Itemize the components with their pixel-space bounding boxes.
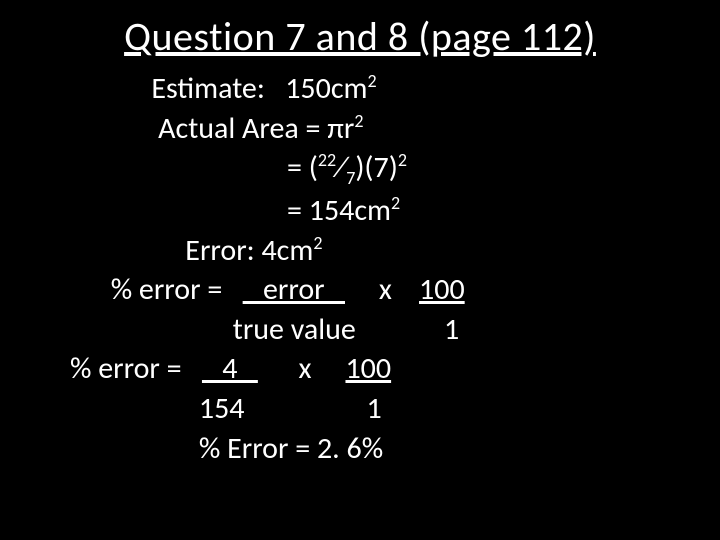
sup-result: 2 <box>391 192 400 214</box>
text-pct2-b: x <box>258 350 346 387</box>
text-pct1-a: % error = <box>70 271 243 308</box>
text-actual: Actual Area = πr <box>70 110 354 147</box>
sup-estimate: 2 <box>368 70 377 92</box>
line-pct1-denom: true value 1 <box>70 310 720 350</box>
slide-title: Question 7 and 8 (page 112) <box>0 12 720 61</box>
frac-num: 22 <box>318 149 336 171</box>
line-estimate: Estimate: 150cm2 <box>70 69 720 109</box>
line-pct2-denom: 154 1 <box>70 389 720 429</box>
line-error: Error: 4cm2 <box>70 231 720 271</box>
underline-error-word: error <box>243 271 345 308</box>
text-formula-b: )(7) <box>355 149 398 186</box>
line-formula: = (22⁄7)(7)2 <box>70 148 720 191</box>
underline-100-b: 100 <box>345 350 391 387</box>
sup-formula: 2 <box>398 149 407 171</box>
text-formula-a: = ( <box>70 149 318 186</box>
sup-error: 2 <box>313 232 322 254</box>
line-pct1: % error = error x 100 <box>70 270 720 310</box>
line-result: = 154cm2 <box>70 191 720 231</box>
line-actual: Actual Area = πr2 <box>70 109 720 149</box>
text-pct2-a: % error = <box>70 350 202 387</box>
underline-100-a: 100 <box>419 271 465 308</box>
text-pct1-b: x <box>345 271 419 308</box>
text-result: = 154cm <box>70 192 391 229</box>
underline-4: 4 <box>202 350 258 387</box>
text-estimate: Estimate: 150cm <box>70 70 368 107</box>
line-pct2: % error = 4 x 100 <box>70 349 720 389</box>
sup-actual: 2 <box>354 110 363 132</box>
frac-den: 7 <box>346 167 355 189</box>
frac-slash: ⁄ <box>336 149 346 186</box>
slide-content: Estimate: 150cm2 Actual Area = πr2 = (22… <box>0 69 720 468</box>
line-final: % Error = 2. 6% <box>70 429 720 469</box>
slide: Question 7 and 8 (page 112) Estimate: 15… <box>0 0 720 540</box>
text-error: Error: 4cm <box>70 232 313 269</box>
